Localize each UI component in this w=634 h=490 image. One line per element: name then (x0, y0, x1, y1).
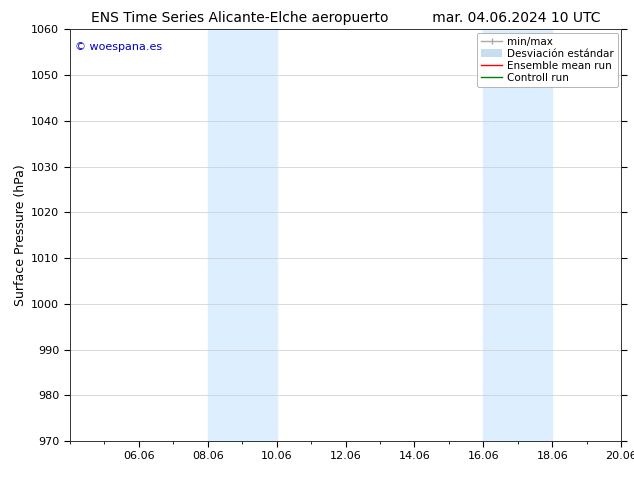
Text: © woespana.es: © woespana.es (75, 42, 162, 52)
Bar (207, 29, 276, 441)
Y-axis label: Surface Pressure (hPa): Surface Pressure (hPa) (14, 164, 27, 306)
Title: ENS Time Series Alicante-Elche aeropuerto          mar. 04.06.2024 10 UTC: ENS Time Series Alicante-Elche aeropuert… (91, 11, 600, 25)
Bar (483, 29, 552, 441)
Legend: min/max, Desviación estándar, Ensemble mean run, Controll run: min/max, Desviación estándar, Ensemble m… (477, 32, 618, 87)
